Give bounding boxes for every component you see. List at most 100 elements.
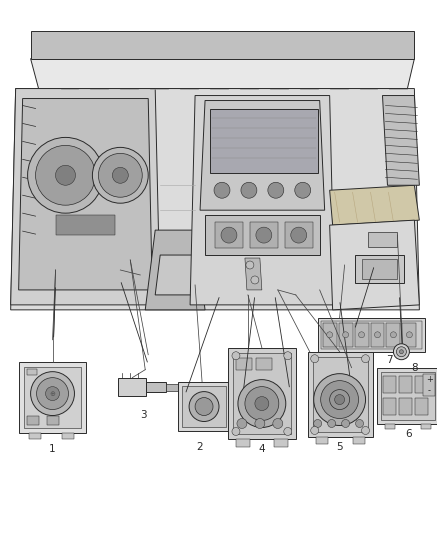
Bar	[28, 433, 41, 439]
Circle shape	[343, 332, 349, 338]
Circle shape	[314, 419, 321, 427]
Bar	[230, 393, 245, 416]
Bar	[378, 368, 438, 424]
Text: 5: 5	[336, 442, 343, 453]
Circle shape	[92, 148, 148, 203]
Circle shape	[221, 227, 237, 243]
Circle shape	[396, 347, 406, 357]
Polygon shape	[155, 255, 200, 295]
Polygon shape	[11, 88, 160, 305]
Circle shape	[295, 182, 311, 198]
Circle shape	[284, 427, 292, 435]
Bar	[321, 321, 422, 349]
Bar	[233, 353, 291, 434]
Circle shape	[99, 154, 142, 197]
Bar	[215, 222, 243, 248]
Bar	[361, 259, 397, 279]
Bar	[146, 382, 166, 392]
Bar	[415, 376, 428, 393]
Circle shape	[35, 146, 95, 205]
Circle shape	[311, 355, 319, 362]
Bar	[56, 215, 115, 235]
Bar	[355, 323, 368, 347]
Circle shape	[189, 392, 219, 422]
Bar	[403, 323, 417, 347]
Text: 3: 3	[140, 409, 147, 419]
Circle shape	[284, 352, 292, 360]
Circle shape	[328, 419, 336, 427]
Bar	[355, 255, 404, 283]
Bar	[385, 424, 396, 430]
Circle shape	[46, 386, 60, 401]
Bar	[236, 358, 252, 370]
Polygon shape	[145, 230, 205, 310]
Bar	[182, 385, 226, 427]
Bar	[19, 362, 86, 433]
Circle shape	[393, 344, 410, 360]
Polygon shape	[19, 99, 152, 290]
Bar	[27, 416, 39, 425]
Text: -: -	[428, 386, 431, 395]
Circle shape	[241, 182, 257, 198]
Bar	[118, 378, 146, 395]
Polygon shape	[31, 31, 414, 59]
Text: 7: 7	[386, 354, 393, 365]
Circle shape	[232, 427, 240, 435]
Circle shape	[356, 419, 364, 427]
Bar	[27, 369, 37, 375]
Circle shape	[374, 332, 381, 338]
Text: ⊕: ⊕	[49, 391, 56, 397]
Bar	[245, 398, 255, 411]
Circle shape	[195, 398, 213, 416]
Circle shape	[361, 355, 370, 362]
Polygon shape	[382, 95, 419, 185]
Bar	[63, 433, 74, 439]
Polygon shape	[245, 258, 262, 290]
Text: 8: 8	[411, 362, 418, 373]
Polygon shape	[330, 220, 419, 310]
Bar	[210, 109, 318, 173]
Circle shape	[238, 379, 286, 427]
Bar	[371, 323, 385, 347]
Bar	[256, 358, 272, 370]
Bar	[381, 372, 435, 419]
Circle shape	[321, 381, 359, 418]
Polygon shape	[31, 59, 414, 88]
Bar	[424, 374, 435, 395]
Circle shape	[342, 419, 350, 427]
Circle shape	[255, 418, 265, 429]
Circle shape	[232, 352, 240, 360]
Circle shape	[246, 261, 254, 269]
Circle shape	[37, 378, 68, 409]
Circle shape	[268, 182, 284, 198]
Polygon shape	[11, 88, 419, 310]
Bar	[384, 376, 396, 393]
Bar	[205, 215, 320, 255]
Circle shape	[359, 332, 364, 338]
Bar	[399, 376, 413, 393]
Circle shape	[291, 227, 307, 243]
Circle shape	[245, 386, 279, 421]
Circle shape	[56, 165, 75, 185]
Circle shape	[256, 227, 272, 243]
Circle shape	[314, 374, 366, 425]
Bar	[367, 232, 397, 247]
Circle shape	[31, 372, 74, 416]
Bar	[228, 348, 296, 439]
Bar	[386, 323, 400, 347]
Bar	[313, 357, 367, 432]
Bar	[250, 222, 278, 248]
Text: 6: 6	[405, 430, 412, 440]
Circle shape	[335, 394, 345, 405]
Bar	[384, 398, 396, 415]
Bar	[166, 384, 180, 391]
Bar	[339, 323, 353, 347]
Circle shape	[406, 332, 413, 338]
Bar	[323, 323, 337, 347]
Polygon shape	[190, 95, 335, 305]
Circle shape	[251, 276, 259, 284]
Polygon shape	[330, 185, 419, 225]
Circle shape	[311, 426, 319, 434]
Text: 2: 2	[197, 442, 203, 453]
Circle shape	[214, 182, 230, 198]
